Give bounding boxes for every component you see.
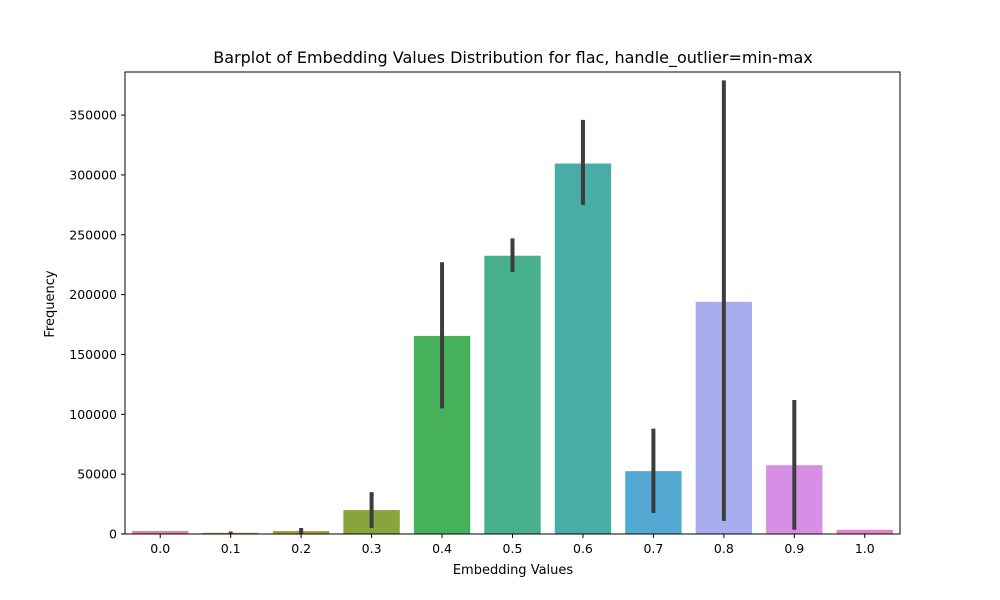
x-tick-label-0.1: 0.1 <box>221 541 241 556</box>
y-tick-label-100000: 100000 <box>69 407 117 422</box>
y-tick-label-300000: 300000 <box>69 167 117 182</box>
y-tick-label-250000: 250000 <box>69 227 117 242</box>
bar-0.5 <box>484 255 541 535</box>
x-tick-label-0.3: 0.3 <box>362 541 382 556</box>
x-tick-label-1.0: 1.0 <box>855 541 875 556</box>
x-tick-label-0.6: 0.6 <box>573 541 593 556</box>
bar-0.6 <box>554 163 612 534</box>
chart-title: Barplot of Embedding Values Distribution… <box>213 48 812 68</box>
y-tick-label-200000: 200000 <box>69 287 117 302</box>
bar-0.0 <box>132 531 189 534</box>
x-axis-label: Embedding Values <box>453 563 574 578</box>
y-tick-label-350000: 350000 <box>69 108 117 123</box>
bars-group <box>132 163 893 535</box>
y-tick-label-0: 0 <box>109 527 117 542</box>
bar-1.0 <box>836 529 893 534</box>
x-tick-label-0.8: 0.8 <box>714 541 734 556</box>
y-axis-label: Frequency <box>43 270 58 337</box>
y-tick-label-150000: 150000 <box>69 347 117 362</box>
x-tick-label-0.0: 0.0 <box>150 541 170 556</box>
x-tick-label-0.5: 0.5 <box>503 541 523 556</box>
x-axis: 0.0 0.1 0.2 0.3 0.4 0.5 0.6 0.7 0.8 0.9 1.0 <box>150 534 875 556</box>
plot-frame <box>124 71 901 535</box>
x-tick-label-0.7: 0.7 <box>643 541 663 556</box>
y-axis: 0 50000 100000 150000 200000 250000 300000 3500… <box>69 108 125 542</box>
x-tick-label-0.4: 0.4 <box>432 541 452 556</box>
error-bars-group <box>228 80 797 534</box>
x-tick-label-0.9: 0.9 <box>784 541 804 556</box>
y-tick-label-50000: 50000 <box>77 467 117 482</box>
x-tick-label-0.2: 0.2 <box>291 541 311 556</box>
